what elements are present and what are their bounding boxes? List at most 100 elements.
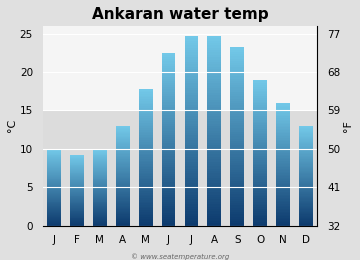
Bar xyxy=(93,222,107,223)
Bar xyxy=(253,92,267,94)
Bar xyxy=(276,158,290,159)
Bar xyxy=(276,216,290,218)
Bar xyxy=(162,59,175,61)
Bar xyxy=(253,156,267,158)
Bar xyxy=(207,209,221,211)
Bar xyxy=(162,83,175,85)
Bar xyxy=(185,213,198,216)
Bar xyxy=(299,132,313,133)
Bar xyxy=(185,116,198,119)
Bar xyxy=(230,190,244,192)
Bar xyxy=(253,81,267,83)
Bar xyxy=(93,183,107,184)
Bar xyxy=(162,163,175,165)
Bar xyxy=(253,89,267,90)
Bar xyxy=(253,121,267,123)
Bar xyxy=(207,204,221,206)
Bar xyxy=(162,161,175,163)
Bar xyxy=(70,158,84,159)
Bar xyxy=(139,198,153,200)
Bar xyxy=(299,148,313,150)
Bar xyxy=(139,191,153,193)
Bar xyxy=(299,173,313,174)
Bar xyxy=(116,204,130,206)
Bar xyxy=(139,111,153,113)
Bar xyxy=(276,169,290,170)
Bar xyxy=(253,154,267,156)
Bar xyxy=(47,180,61,181)
Bar xyxy=(162,61,175,63)
Bar xyxy=(93,209,107,210)
Bar xyxy=(116,147,130,148)
Bar xyxy=(93,153,107,154)
Bar xyxy=(162,219,175,221)
Bar xyxy=(47,212,61,213)
Bar xyxy=(276,146,290,147)
Bar xyxy=(162,212,175,215)
Bar xyxy=(93,178,107,179)
Bar xyxy=(47,166,61,167)
Bar xyxy=(207,126,221,128)
Bar xyxy=(139,123,153,125)
Bar xyxy=(207,62,221,64)
Bar xyxy=(116,138,130,139)
Bar xyxy=(116,158,130,159)
Bar xyxy=(116,224,130,225)
Bar xyxy=(70,202,84,203)
Bar xyxy=(276,136,290,138)
Bar xyxy=(70,167,84,168)
Bar xyxy=(276,205,290,207)
Bar xyxy=(70,209,84,210)
Bar xyxy=(93,217,107,218)
Bar xyxy=(253,189,267,191)
Bar xyxy=(185,216,198,218)
Bar xyxy=(70,214,84,215)
Bar xyxy=(70,191,84,192)
Bar xyxy=(162,87,175,89)
Bar xyxy=(253,110,267,113)
Bar xyxy=(276,127,290,129)
Bar xyxy=(116,182,130,183)
Bar xyxy=(116,199,130,200)
Bar xyxy=(70,181,84,182)
Bar xyxy=(139,89,153,90)
Bar xyxy=(162,128,175,131)
Bar xyxy=(299,133,313,134)
Bar xyxy=(93,219,107,220)
Bar xyxy=(276,186,290,187)
Bar xyxy=(70,199,84,200)
Bar xyxy=(299,162,313,163)
Bar xyxy=(139,101,153,102)
Bar xyxy=(207,183,221,185)
Bar xyxy=(70,223,84,224)
Bar xyxy=(276,152,290,153)
Bar xyxy=(47,188,61,189)
Bar xyxy=(47,223,61,224)
Bar xyxy=(299,126,313,127)
Bar xyxy=(230,49,244,52)
Bar xyxy=(230,90,244,92)
Bar xyxy=(70,172,84,173)
Bar xyxy=(299,219,313,220)
Bar xyxy=(299,146,313,147)
Bar xyxy=(230,96,244,99)
Bar xyxy=(207,43,221,45)
Bar xyxy=(70,168,84,169)
Bar xyxy=(207,211,221,214)
Bar xyxy=(162,199,175,202)
Bar xyxy=(162,184,175,187)
Bar xyxy=(230,192,244,194)
Bar xyxy=(70,204,84,205)
Bar xyxy=(207,119,221,121)
Bar xyxy=(207,121,221,124)
Bar xyxy=(116,143,130,144)
Bar xyxy=(162,81,175,83)
Bar xyxy=(253,138,267,140)
Bar xyxy=(276,195,290,196)
Bar xyxy=(70,215,84,216)
Bar xyxy=(230,92,244,94)
Bar xyxy=(299,198,313,199)
Bar xyxy=(185,76,198,79)
Bar xyxy=(70,162,84,163)
Bar xyxy=(70,203,84,204)
